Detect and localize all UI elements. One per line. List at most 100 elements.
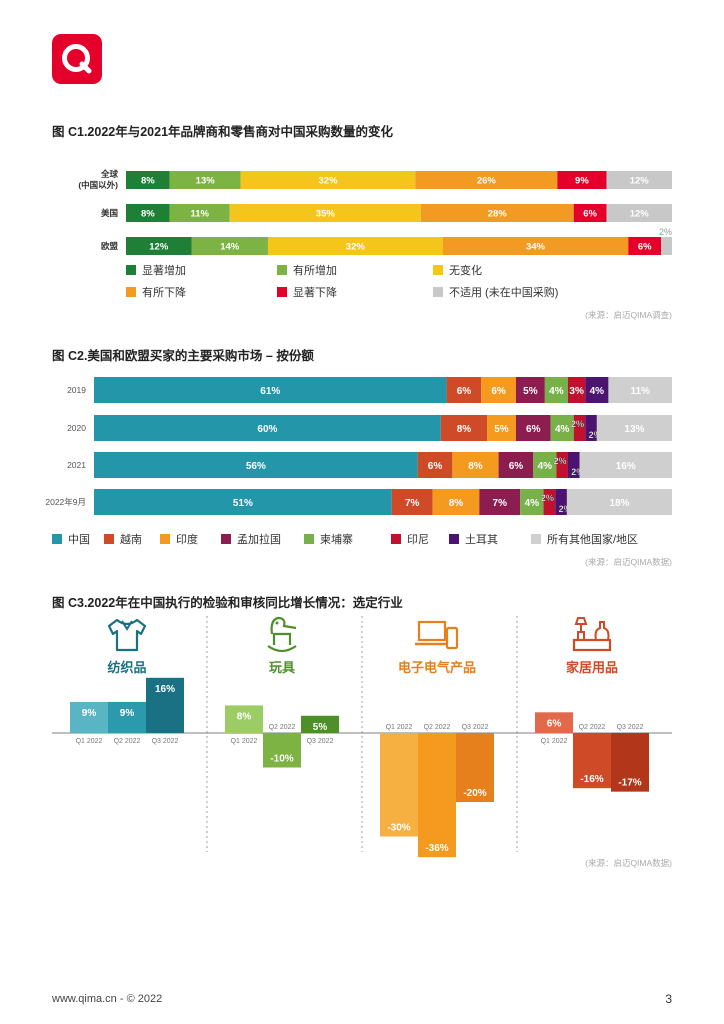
c2-bar-segment xyxy=(446,377,482,403)
legend-swatch xyxy=(449,534,459,544)
c1-data-label: 14% xyxy=(220,242,240,253)
laptop-phone-icon xyxy=(415,620,459,650)
c3-data-label: 16% xyxy=(155,684,175,695)
c2-bar-segment xyxy=(573,415,586,441)
shirt-icon xyxy=(107,618,147,652)
c2-data-label: 2% xyxy=(541,493,554,503)
legend-swatch xyxy=(126,287,136,297)
c1-data-label: 8% xyxy=(141,209,155,220)
legend-swatch xyxy=(104,534,114,544)
page-number: 3 xyxy=(665,992,672,1006)
c2-bar-segment xyxy=(585,377,609,403)
chart-c2-source: (来源：启迈QIMA数据) xyxy=(585,557,672,567)
c1-data-label: 13% xyxy=(196,176,216,187)
c2-bar-segment xyxy=(567,452,580,478)
legend-label: 显著增加 xyxy=(142,265,186,277)
c3-data-label: -10% xyxy=(270,754,293,765)
c1-data-label: 32% xyxy=(346,242,366,253)
c2-data-label: 56% xyxy=(246,461,266,472)
c1-bar-segment xyxy=(573,204,607,222)
c3-bar xyxy=(535,712,573,733)
legend-label: 有所增加 xyxy=(293,265,337,277)
c2-bar-segment xyxy=(94,415,441,441)
c2-bar-segment xyxy=(94,377,447,403)
c2-bar-segment xyxy=(544,377,568,403)
c2-bar-segment xyxy=(432,489,480,515)
c1-data-label: 2% xyxy=(659,227,672,237)
legend-label: 不适用 (未在中国采购) xyxy=(449,287,559,299)
c2-bar-segment xyxy=(579,452,672,478)
c2-bar-segment xyxy=(452,452,499,478)
c2-bar-segment xyxy=(550,415,574,441)
legend-label: 无变化 xyxy=(449,265,482,277)
c3-data-label: -17% xyxy=(618,778,641,789)
c2-data-label: 61% xyxy=(260,386,280,397)
home-goods-icon xyxy=(572,617,612,652)
c1-bar-segment xyxy=(628,237,662,255)
c2-data-label: 4% xyxy=(549,386,564,397)
c2-bar-segment xyxy=(487,415,516,441)
chart-c2-legend: 中国 越南 印度 孟加拉国 柬埔寨 印尼 土耳其 所有其他国家/地区 xyxy=(0,531,724,549)
c3-bar xyxy=(70,701,108,733)
c3-bar xyxy=(573,733,611,789)
c2-category-label: 2022年9月 xyxy=(45,497,86,507)
c1-data-label: 28% xyxy=(488,209,508,220)
c2-legend-item: 孟加拉国 xyxy=(221,531,281,547)
legend-label: 土耳其 xyxy=(465,534,498,546)
c2-legend-item: 越南 xyxy=(104,531,142,547)
c1-bar-segment xyxy=(126,237,192,255)
c2-data-label: 4% xyxy=(590,386,605,397)
c2-bar-segment xyxy=(566,489,672,515)
legend-swatch xyxy=(304,534,314,544)
c1-bar-segment xyxy=(126,171,170,189)
c1-bar-segment xyxy=(267,237,443,255)
c2-data-label: 11% xyxy=(630,386,650,397)
c1-bar-segment xyxy=(442,237,629,255)
c2-bar-segment xyxy=(515,415,551,441)
c3-bar xyxy=(225,705,263,733)
c3-data-label: 9% xyxy=(120,708,135,719)
c1-data-label: 32% xyxy=(319,176,339,187)
c3-bar xyxy=(418,733,456,858)
c1-data-label: 26% xyxy=(477,176,497,187)
c2-bar-segment xyxy=(533,452,557,478)
c1-data-label: 12% xyxy=(149,242,169,253)
c1-category-label: 美国 xyxy=(101,208,118,218)
c3-tick-label: Q3 2022 xyxy=(617,724,644,731)
c3-data-label: 5% xyxy=(313,722,328,733)
c2-bar-segment xyxy=(520,489,544,515)
chart-c3-svg: 纺织品 9% Q1 2022 9% Q2 2022 16% Q3 2022 玩具 8% Q1 20… xyxy=(52,616,672,858)
c2-data-label: 6% xyxy=(428,461,443,472)
c2-data-label: 2% xyxy=(559,504,572,514)
c2-legend-item: 中国 xyxy=(52,531,90,547)
c2-bar-segment xyxy=(608,377,672,403)
c3-tick-label: Q3 2022 xyxy=(462,724,489,731)
c1-data-label: 34% xyxy=(526,242,546,253)
c1-legend-item: 有所下降 xyxy=(126,284,186,300)
c3-tick-label: Q1 2022 xyxy=(386,724,413,731)
legend-label: 有所下降 xyxy=(142,287,186,299)
legend-label: 所有其他国家/地区 xyxy=(547,534,639,546)
c2-bar-segment xyxy=(94,489,392,515)
c3-bar xyxy=(146,677,184,733)
c3-tick-label: Q2 2022 xyxy=(579,724,606,731)
c1-bar-segment xyxy=(169,204,230,222)
q-logo-icon xyxy=(62,44,92,74)
c1-legend-item: 显著增加 xyxy=(126,262,186,278)
c1-bar-segment xyxy=(415,171,558,189)
c2-data-label: 5% xyxy=(494,424,509,435)
c2-category-label: 2019 xyxy=(67,385,86,395)
c3-tick-label: Q3 2022 xyxy=(307,738,334,745)
c3-bar xyxy=(380,733,418,837)
c2-data-label: 7% xyxy=(493,498,508,509)
c2-bar-segment xyxy=(417,452,453,478)
c3-bar xyxy=(263,733,301,768)
c3-bar xyxy=(456,733,494,802)
c2-bar-segment xyxy=(440,415,488,441)
footer-url[interactable]: www.qima.cn - © 2022 xyxy=(52,993,163,1005)
c2-legend-item: 所有其他国家/地区 xyxy=(531,531,638,547)
legend-swatch xyxy=(277,265,287,275)
c1-bar-segment xyxy=(661,237,672,255)
c3-group-title: 家居用品 xyxy=(566,660,618,675)
c1-bar-segment xyxy=(126,204,170,222)
